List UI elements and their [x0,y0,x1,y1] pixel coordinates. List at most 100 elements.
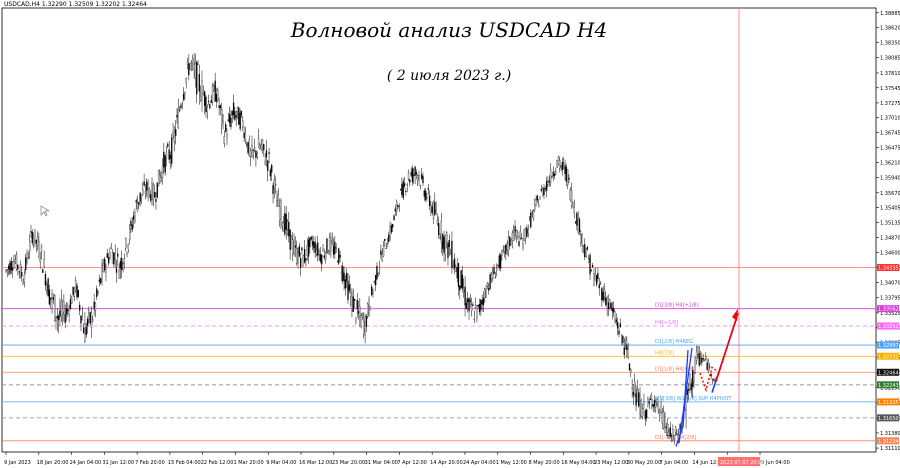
candle-body [542,188,544,197]
candle-body [257,138,260,148]
candle-body [314,241,316,253]
price-tag-label: 1.31935 [878,400,899,406]
candle-body [485,289,487,298]
candle-body [406,184,408,186]
candle-body [673,435,675,439]
candle-body [151,182,153,204]
candle-body [443,236,445,253]
candle-body [29,240,31,251]
candle-body [418,175,420,179]
candle-body [328,237,331,251]
candle-body [615,319,617,322]
candle-body [297,252,299,264]
candle-body [518,241,520,246]
candle-body [446,232,448,242]
candle-body [506,243,508,250]
candle-body [376,266,378,280]
candle-body [107,257,110,264]
candle-body [399,189,402,191]
candle-body [352,296,354,312]
price-tag-label: 1.33262 [878,324,899,330]
candle-body [564,165,566,174]
candle-body [235,115,237,118]
candle-body [319,254,322,262]
candle-body [519,231,521,238]
candle-body [651,399,653,406]
candle-body [560,165,562,168]
candle-body [282,222,285,232]
candle-body [647,398,649,405]
candle-body [626,344,628,350]
candle-body [86,318,89,327]
x-tick-label: 30 May 20:00 [627,460,661,466]
y-tick-label: 1.37810 [880,71,900,77]
y-tick-label: 1.31380 [880,431,900,437]
candle-body [411,168,414,183]
y-tick-label: 1.38620 [880,26,900,32]
candle-body [307,239,310,257]
candle-body [269,169,272,177]
candle-body [424,190,427,200]
candle-body [177,109,179,128]
candle-body [26,252,28,262]
candle-body [340,271,343,274]
candle-body [15,254,18,270]
candle-body [89,312,91,324]
x-tick-label: 31 Mar 04:00 [365,460,398,466]
y-tick-label: 1.38085 [880,56,900,62]
candle-body [356,299,358,310]
candle-body [461,274,464,289]
candle-body [520,238,523,240]
plot-frame [1,7,877,453]
candle-body [21,272,23,277]
candle-body [217,88,219,101]
x-tick-label: 7 Apr 12:00 [397,460,426,466]
candle-body [305,258,307,261]
candle-body [665,426,667,429]
candle-body [126,252,128,255]
candle-body [344,279,347,289]
candle-body [109,252,111,259]
candle-body [22,282,24,285]
candle-body [374,275,377,286]
candle-body [472,304,474,306]
candle-body [121,258,123,271]
candle-body [666,424,669,433]
candle-body [32,238,35,243]
chart-subtitle: ( 2 июля 2023 г.) [386,68,512,84]
candle-body [18,271,20,273]
candle-body [435,210,437,213]
y-tick-label: 1.31110 [880,446,900,452]
candle-body [57,315,60,320]
candle-body [603,288,606,298]
candle-body [398,206,400,208]
y-tick-label: 1.33795 [880,296,900,302]
candle-body [570,190,573,206]
candle-body [346,272,348,282]
candle-body [347,280,349,300]
candle-body [324,252,327,260]
forecast-arrowhead [732,308,738,321]
candle-body [68,308,70,315]
candle-body [125,238,127,249]
candle-body [203,91,206,106]
candle-body [194,63,197,79]
candle-body [707,361,710,371]
candle-body [559,160,561,169]
candle-body [234,110,236,120]
candle-body [244,132,247,140]
candle-body [609,299,611,309]
candle-body [530,213,532,228]
candle-body [661,411,664,424]
candle-body [238,107,240,125]
candle-body [449,253,452,255]
candle-body [428,195,431,206]
candle-body [288,221,290,237]
candle-body [523,229,525,241]
candle-body [709,366,711,368]
candle-body [165,151,168,159]
candle-body [543,187,545,195]
candle-body [334,241,336,255]
candle-body [335,246,337,249]
